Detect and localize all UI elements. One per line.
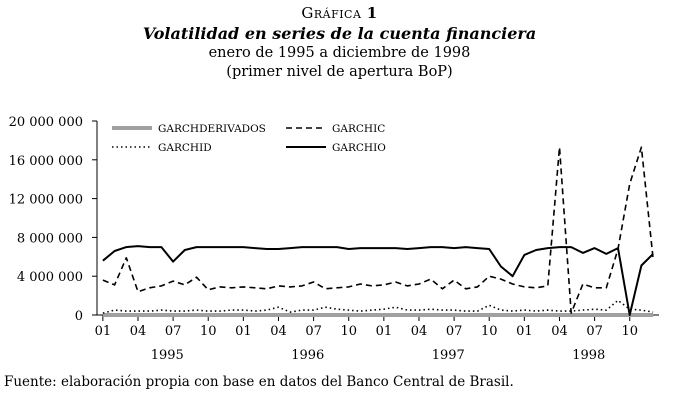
x-tick-label: 10	[621, 324, 638, 339]
x-tick-label: 01	[376, 324, 393, 339]
x-tick-label: 04	[130, 324, 147, 339]
y-tick-label: 0	[75, 309, 83, 324]
figure-header: Gráfica 1 Volatilidad en series de la cu…	[0, 4, 679, 82]
year-label: 1995	[151, 348, 184, 363]
series-line-garchid	[102, 299, 654, 314]
x-tick-label: 10	[200, 324, 217, 339]
x-tick-label: 07	[305, 324, 322, 339]
x-tick-label: 07	[165, 324, 182, 339]
legend-label-garchic: GARCHIC	[332, 123, 385, 135]
legend-label-garchio: GARCHIO	[332, 142, 386, 154]
figure-label-number: 1	[366, 4, 378, 22]
year-label: 1996	[291, 348, 324, 363]
legend-label-garchderivados: GARCHDERIVADOS	[158, 123, 266, 135]
y-tick-label: 12 000 000	[9, 193, 83, 208]
figure-label: Gráfica 1	[0, 4, 679, 23]
figure-label-prefix: Gráfica	[301, 4, 362, 22]
y-tick-label: 8 000 000	[17, 231, 83, 246]
x-tick-label: 04	[270, 324, 287, 339]
chart-subtitle-period: enero de 1995 a diciembre de 1998	[208, 45, 471, 61]
chart-title: Volatilidad en series de la cuenta finan…	[142, 24, 537, 43]
x-tick-label: 10	[481, 324, 498, 339]
x-tick-label: 07	[586, 324, 603, 339]
source-note: Fuente: elaboración propia con base en d…	[4, 374, 514, 390]
x-tick-label: 04	[551, 324, 568, 339]
legend-label-garchid: GARCHID	[158, 142, 212, 154]
x-tick-label: 01	[516, 324, 533, 339]
x-tick-label: 10	[340, 324, 357, 339]
series-line-garchic	[102, 146, 654, 314]
x-tick-label: 07	[446, 324, 463, 339]
series-line-garchio	[102, 245, 654, 316]
x-tick-label: 01	[95, 324, 112, 339]
y-tick-label: 20 000 000	[9, 115, 83, 130]
year-label: 1998	[572, 348, 605, 363]
year-label: 1997	[432, 348, 465, 363]
x-tick-label: 04	[411, 324, 428, 339]
x-tick-label: 01	[235, 324, 252, 339]
y-tick-label: 16 000 000	[9, 154, 83, 169]
chart-subtitle-level: (primer nivel de apertura BoP)	[226, 64, 453, 80]
y-tick-label: 4 000 000	[17, 270, 83, 285]
